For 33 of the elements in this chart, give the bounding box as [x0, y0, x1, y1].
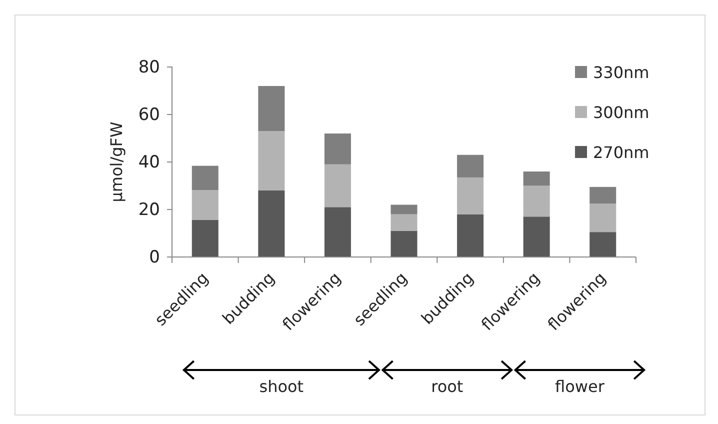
bar	[590, 204, 616, 232]
y-axis-title: µmol/gFW	[107, 122, 126, 202]
bar	[192, 166, 218, 190]
bar	[390, 204, 418, 214]
bar	[523, 186, 550, 217]
bar	[457, 214, 484, 257]
legend-label: 300nm	[593, 103, 650, 122]
bar	[457, 154, 484, 178]
bar	[390, 214, 418, 231]
bar	[258, 131, 285, 190]
bar	[523, 216, 550, 257]
text: shoot	[259, 377, 304, 396]
bar	[390, 230, 418, 257]
bar	[590, 186, 616, 204]
bar	[457, 177, 484, 214]
bar	[324, 134, 351, 164]
bar	[192, 220, 218, 257]
bar	[324, 164, 351, 208]
bar	[590, 232, 616, 257]
legend-label: 270nm	[593, 143, 650, 162]
y-tick-label: 20	[138, 200, 160, 220]
text: root	[431, 377, 464, 396]
text: flower	[555, 377, 605, 396]
y-tick-label: 60	[138, 104, 160, 125]
bar	[523, 172, 550, 186]
bar	[192, 190, 218, 220]
y-tick-label: 80	[138, 57, 160, 78]
y-tick-label: 0	[149, 247, 160, 268]
legend-label: 330nm	[593, 63, 650, 82]
bar	[258, 86, 285, 132]
bar	[324, 207, 351, 257]
y-tick-label: 40	[138, 152, 160, 172]
bar	[258, 190, 285, 257]
